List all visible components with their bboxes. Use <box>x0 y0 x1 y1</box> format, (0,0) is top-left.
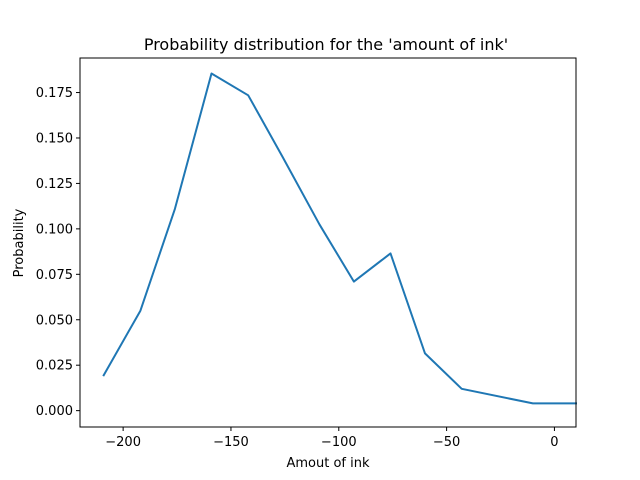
y-axis: 0.000 0.025 0.050 0.075 0.100 0.125 0.150 0.175 <box>36 86 80 419</box>
y-tick-label: 0.025 <box>36 359 73 374</box>
x-axis-label: Amout of ink <box>286 456 369 471</box>
plot-frame <box>79 57 577 428</box>
chart-title: Probability distribution for the 'amount… <box>144 35 508 54</box>
plot-area <box>80 58 576 427</box>
series-line <box>102 72 577 405</box>
x-tick-label: −50 <box>433 435 460 450</box>
y-tick-label: 0.125 <box>36 177 73 192</box>
y-tick-label: 0.150 <box>36 131 73 146</box>
y-tick-label: 0.100 <box>36 222 73 237</box>
x-tick-label: −150 <box>213 435 249 450</box>
y-axis-label: Probability <box>12 208 27 277</box>
x-tick-label: −100 <box>321 435 357 450</box>
y-tick-label: 0.075 <box>36 268 73 283</box>
x-tick-label: 0 <box>550 435 558 450</box>
y-tick-label: 0.000 <box>36 404 73 419</box>
y-tick-label: 0.175 <box>36 86 73 101</box>
y-tick-label: 0.050 <box>36 313 73 328</box>
series-layer <box>102 72 577 405</box>
x-tick-label: −200 <box>105 435 141 450</box>
x-axis: −200 −150 −100 −50 0 <box>105 427 559 450</box>
